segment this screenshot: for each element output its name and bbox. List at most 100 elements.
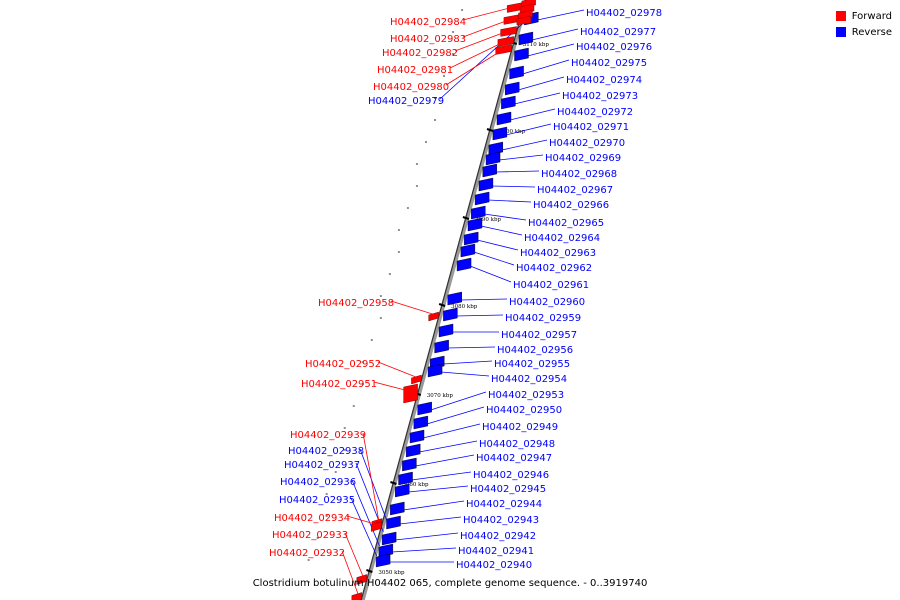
reverse-leader-line [408,485,469,493]
forward-leader-line [449,39,509,69]
reverse-gene-label: H04402_02949 [482,422,558,433]
reverse-gene-label: H04402_02943 [463,515,539,526]
reverse-leader-line [514,92,561,105]
reverse-gene-block [381,531,397,546]
reverse-gene-block [398,471,413,486]
reverse-swatch [835,27,846,37]
reverse-gene-label: H04402_02955 [494,359,570,370]
forward-gene-label: H04402_02983 [390,34,466,45]
reverse-gene-label: H04402_02973 [562,91,638,102]
legend-forward: Forward [835,9,892,23]
reverse-gene-block [456,257,472,272]
reverse-gene-block [402,457,417,472]
reverse-gene-block [509,65,524,80]
reverse-leader-line [484,213,527,221]
reverse-gene-block [482,163,497,178]
forward-gene-block [497,36,515,47]
reverse-leader-line [491,185,536,188]
reverse-leader-line [426,406,485,425]
forward-gene-label: H04402_02958 [318,298,394,309]
reverse-leader-line [439,23,523,100]
reverse-gene-label: H04402_02970 [549,138,625,149]
reverse-gene-label: H04402_02971 [553,122,629,133]
reverse-gene-label: H04402_02942 [460,531,536,542]
reverse-gene-label: H04402_02954 [491,374,567,385]
forward-gene-block [516,15,531,26]
forward-gene-block [351,592,363,600]
legend: Forward Reverse [835,9,892,41]
reverse-gene-block [501,95,516,110]
reverse-gene-block [386,515,401,530]
reverse-gene-label: H04402_02935 [279,495,355,506]
forward-leader-line [462,5,518,21]
reverse-gene-block [478,177,494,192]
forward-leader-line [377,361,419,379]
reverse-leader-line [522,59,570,75]
forward-gene-block [500,26,517,37]
sequence-caption: Clostridium botulinum H04402 065, comple… [252,578,648,589]
reverse-gene-block [443,307,458,322]
reverse-gene-label: H04402_02945 [470,484,546,495]
reverse-gene-label: H04402_02960 [509,297,585,308]
reverse-gene-block [427,363,443,378]
forward-gene-label: H04402_02982 [382,48,458,59]
reverse-leader-line [473,251,515,266]
reverse-leader-line [488,199,532,203]
reverse-leader-line [460,298,508,301]
legend-forward-label: Forward [851,10,892,22]
scale-tick-label: 3060 kbp [402,482,429,488]
reverse-gene-label: H04402_02959 [505,313,581,324]
reverse-gene-label: H04402_02965 [528,218,604,229]
reverse-gene-label: H04402_02969 [545,153,621,164]
reverse-gene-block [413,415,429,430]
reverse-leader-line [403,500,465,511]
reverse-gene-label: H04402_02941 [458,546,534,557]
forward-gene-label: H04402_02984 [390,17,466,28]
reverse-leader-line [499,154,544,161]
reverse-gene-block [514,47,529,62]
scale-tick-mark [486,128,494,132]
scale-tick-mark [390,481,397,485]
reverse-leader-line [509,108,556,121]
reverse-leader-line [495,170,540,173]
reverse-gene-block [375,553,391,568]
forward-gene-label: H04402_02952 [305,359,381,370]
forward-gene-block [403,383,418,404]
scale-tick-label: 3070 kbp [427,393,454,399]
reverse-gene-label: H04402_02966 [533,200,609,211]
reverse-gene-label: H04402_02961 [513,280,589,291]
reverse-gene-block [417,401,432,416]
reverse-gene-block [447,291,462,306]
reverse-gene-label: H04402_02956 [497,345,573,356]
reverse-gene-label: H04402_02953 [488,390,564,401]
reverse-gene-label: H04402_02946 [473,470,549,481]
reverse-gene-block [395,483,410,498]
reverse-gene-block [405,443,421,458]
forward-swatch [835,11,846,21]
reverse-leader-line [527,43,575,57]
legend-reverse: Reverse [835,25,892,39]
reverse-leader-line [447,346,496,349]
forward-gene-label: H04402_02981 [377,65,453,76]
reverse-gene-label: H04402_02967 [537,185,613,196]
forward-gene-label: H04402_02951 [301,379,377,390]
reverse-leader-line [537,9,585,21]
reverse-leader-line [501,139,548,151]
scale-tick-label: 3090 kbp [475,217,502,223]
reverse-leader-line [518,76,565,91]
reverse-gene-label: H04402_02937 [284,460,360,471]
reverse-gene-label: H04402_02974 [566,75,642,86]
reverse-gene-block [467,217,483,232]
reverse-leader-line [411,471,472,481]
reverse-leader-line [419,440,478,453]
reverse-gene-label: H04402_02978 [586,8,662,19]
reverse-leader-line [477,239,519,251]
reverse-leader-line [351,479,380,547]
reverse-gene-label: H04402_02979 [368,96,444,107]
reverse-gene-label: H04402_02972 [557,107,633,118]
reverse-gene-block [434,339,449,354]
forward-leader-line [341,550,360,597]
reverse-leader-line [441,371,490,377]
legend-reverse-label: Reverse [851,26,892,38]
reverse-gene-label: H04402_02975 [571,58,647,69]
